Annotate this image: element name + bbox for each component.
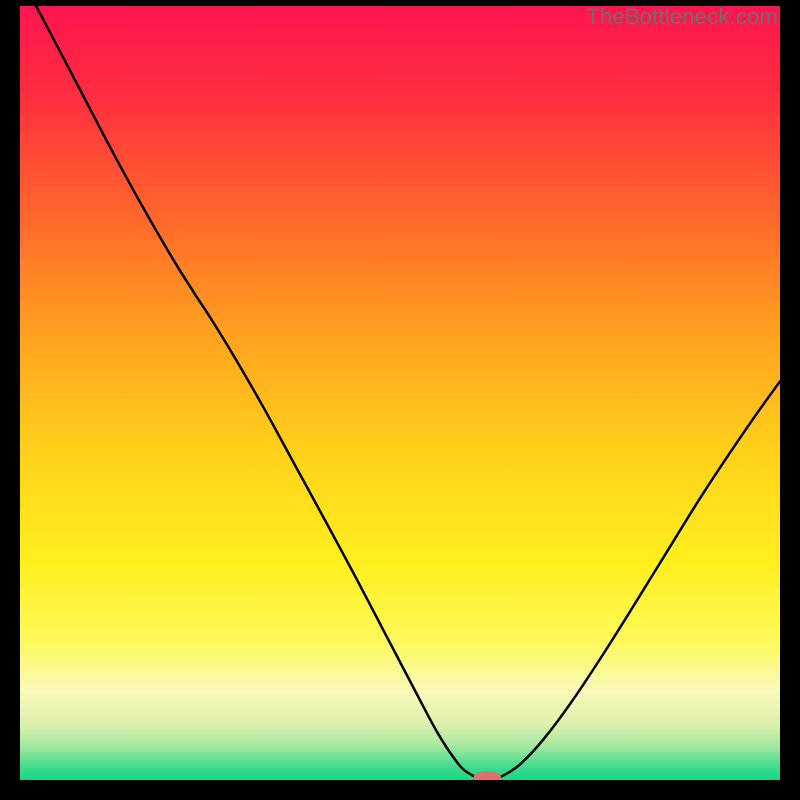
watermark-text: TheBottleneck.com [586,4,778,30]
chart-stage: TheBottleneck.com [0,0,800,800]
optimal-marker [474,771,501,783]
bottleneck-chart [0,0,800,800]
